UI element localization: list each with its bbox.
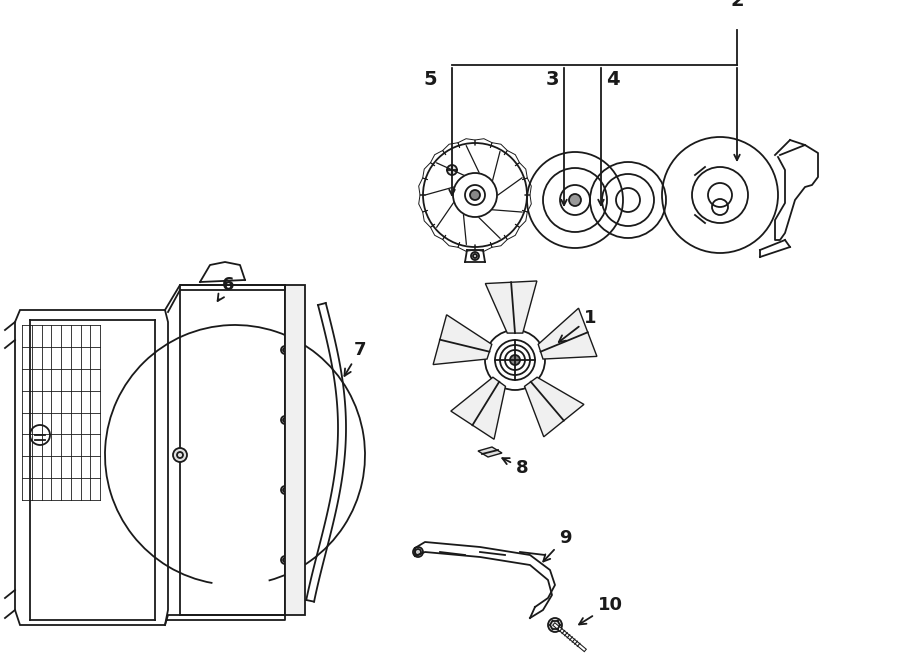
Polygon shape: [433, 315, 491, 365]
Text: 2: 2: [730, 0, 743, 10]
Text: 8: 8: [502, 458, 528, 477]
Text: 6: 6: [218, 276, 234, 301]
Text: 10: 10: [579, 596, 623, 625]
Circle shape: [415, 549, 421, 555]
Circle shape: [283, 418, 287, 422]
Circle shape: [471, 252, 479, 260]
Circle shape: [283, 558, 287, 562]
Polygon shape: [451, 377, 506, 440]
Circle shape: [447, 165, 457, 175]
Text: 1: 1: [559, 309, 596, 342]
Polygon shape: [538, 308, 597, 359]
Circle shape: [173, 448, 187, 462]
Text: 5: 5: [423, 70, 436, 89]
Polygon shape: [285, 285, 305, 615]
Text: 4: 4: [607, 70, 620, 89]
Text: 9: 9: [544, 529, 572, 561]
Circle shape: [548, 618, 562, 632]
Circle shape: [569, 194, 581, 206]
Text: 3: 3: [545, 70, 559, 89]
Text: 7: 7: [345, 341, 366, 376]
Circle shape: [470, 190, 480, 200]
Polygon shape: [525, 377, 584, 437]
Circle shape: [510, 355, 520, 365]
Polygon shape: [478, 447, 502, 457]
Circle shape: [283, 488, 287, 492]
Circle shape: [283, 348, 287, 352]
Polygon shape: [485, 281, 537, 333]
